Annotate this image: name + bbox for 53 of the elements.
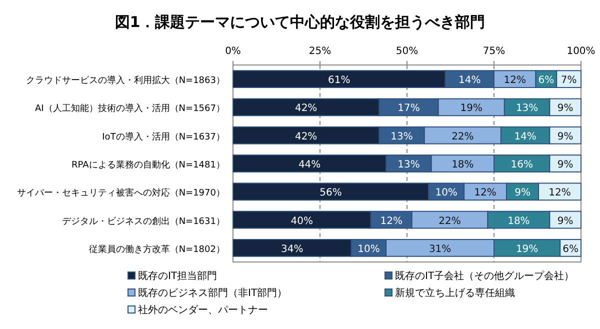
y-tick-label: RPAによる業務の自動化（N=1481） <box>72 160 225 170</box>
data-label: 13% <box>390 131 413 142</box>
data-label: 13% <box>398 160 420 170</box>
data-label: 42% <box>294 131 318 142</box>
data-label: 7% <box>560 75 577 86</box>
data-label: 34% <box>281 244 304 255</box>
y-tick-label: サイバー・セキュリティ被害への対応（N=1970） <box>16 188 225 199</box>
x-tick-label: 100% <box>566 46 596 57</box>
data-label: 22% <box>438 216 461 227</box>
data-label: 18% <box>508 216 530 227</box>
legend-label: 既存のIT担当部門 <box>138 270 218 282</box>
data-label: 42% <box>294 103 318 114</box>
data-label: 9% <box>557 131 574 142</box>
data-label: 56% <box>320 188 342 199</box>
y-tick-label: 従業員の働き方改革（N=1802） <box>88 244 225 255</box>
data-label: 13% <box>516 103 538 114</box>
y-tick-label: クラウドサービスの導入・利用拡大（N=1863） <box>26 75 225 86</box>
x-tick-label: 25% <box>308 46 332 57</box>
data-label: 9% <box>557 103 574 114</box>
data-label: 6% <box>538 75 554 86</box>
legend-label: 社外のベンダー、パートナー <box>138 304 268 316</box>
data-label: 22% <box>452 131 474 142</box>
legend-label: 既存のIT子会社（その他グループ会社） <box>395 270 574 282</box>
data-label: 12% <box>504 75 526 86</box>
data-label: 6% <box>562 244 578 255</box>
data-label: 19% <box>516 244 538 255</box>
data-label: 12% <box>380 216 402 227</box>
data-label: 18% <box>452 160 474 170</box>
data-label: 31% <box>428 244 452 255</box>
y-tick-label: デジタル・ビジネスの創出（N=1631） <box>62 216 225 227</box>
data-label: 14% <box>514 131 536 142</box>
y-tick-label: AI（人工知能）技術の導入・活用（N=1567） <box>35 103 225 114</box>
data-label: 40% <box>290 216 314 227</box>
data-label: 10% <box>435 188 458 199</box>
data-label: 12% <box>548 188 571 199</box>
x-tick-label: 75% <box>482 46 506 57</box>
x-tick-label: 0% <box>225 46 241 57</box>
chart-title: 図1．課題テーマについて中心的な役割を担うべき部門 <box>114 13 486 31</box>
data-label: 9% <box>514 188 530 199</box>
data-label: 61% <box>328 75 350 86</box>
data-label: 9% <box>557 160 574 170</box>
legend-label: 既存のビジネス部門（非IT部門） <box>138 287 288 299</box>
data-label: 17% <box>398 103 420 114</box>
x-tick-label: 50% <box>396 46 418 57</box>
data-label: 12% <box>474 188 496 199</box>
data-label: 44% <box>298 160 321 170</box>
legend-label: 新規で立ち上げる専任組織 <box>395 287 515 299</box>
data-label: 10% <box>358 244 380 255</box>
data-label: 9% <box>557 216 574 227</box>
data-label: 14% <box>458 75 481 86</box>
data-label: 19% <box>460 103 482 114</box>
y-tick-label: IoTの導入・活用（N=1637） <box>102 131 225 142</box>
data-label: 16% <box>510 160 533 170</box>
